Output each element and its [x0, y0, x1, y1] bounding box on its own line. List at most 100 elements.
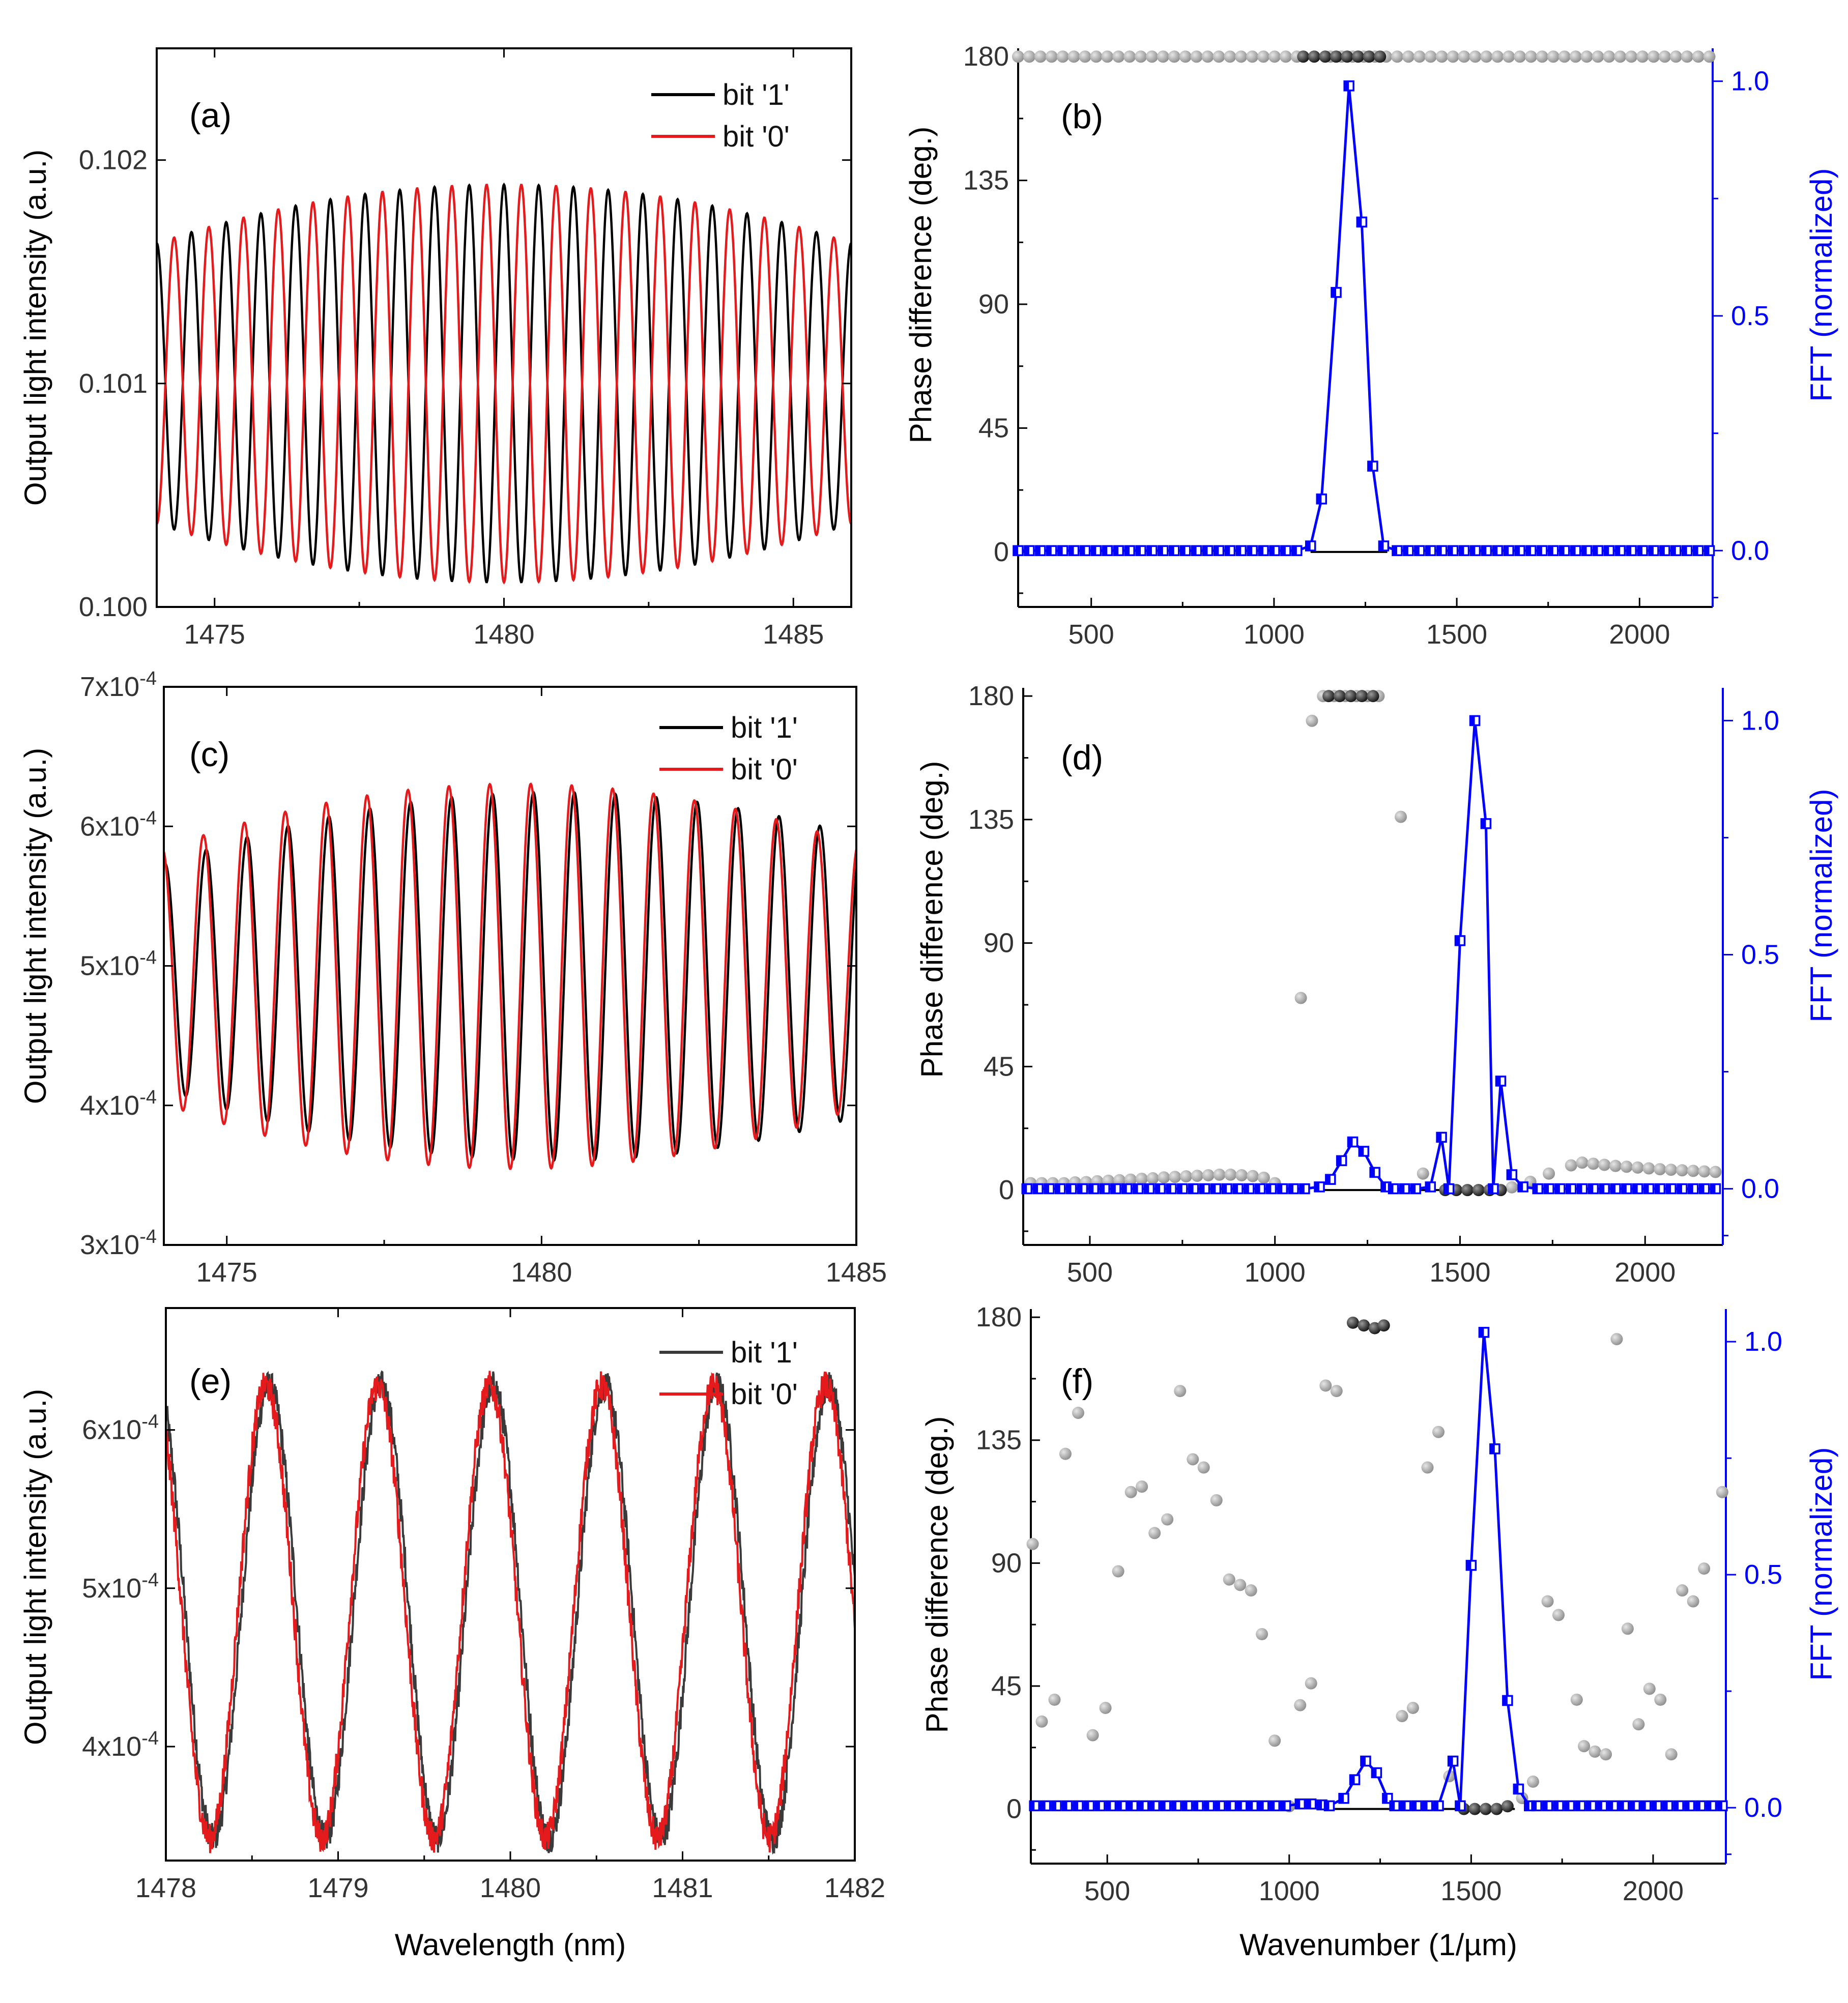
fft-point-half [1041, 1801, 1046, 1811]
legend-label: bit '0' [731, 1378, 798, 1411]
fft-point-half [1403, 546, 1408, 556]
phase-point-gray [1669, 50, 1682, 63]
x-tick-label: 1500 [1426, 619, 1487, 650]
fft-point-half [1524, 1801, 1529, 1811]
fft-point-half [1586, 1801, 1592, 1811]
phase-point-gray [1201, 50, 1214, 63]
fft-point-half [1604, 546, 1609, 556]
fft-point-half [1490, 1444, 1495, 1454]
fft-point-half [1565, 1801, 1570, 1811]
phase-point-gray [1658, 50, 1671, 63]
legend-label: bit '1' [731, 711, 798, 744]
x-tick-label: 1481 [652, 1873, 713, 1903]
phase-point-gray [1526, 1775, 1539, 1788]
phase-point-gray [1135, 50, 1147, 63]
fft-point-half [1663, 1801, 1668, 1811]
x-tick-label: 2000 [1614, 1257, 1676, 1288]
x-tick-label: 2000 [1609, 619, 1670, 650]
phase-point-gray [1113, 1174, 1126, 1186]
phase-point-gray [1569, 50, 1582, 63]
fft-point-half [1479, 1327, 1484, 1337]
fft-point-half [1455, 1801, 1460, 1811]
phase-point-black [1341, 50, 1353, 63]
x-tick-label: 1480 [480, 1873, 541, 1903]
fft-point-half [1368, 461, 1373, 471]
phase-point-gray [1632, 1718, 1645, 1731]
y-tick-label: 0.100 [79, 592, 148, 622]
phase-point-gray [1112, 50, 1125, 63]
phase-point-gray [1124, 1173, 1137, 1186]
y-axis-title: Phase difference (deg.) [920, 1416, 954, 1733]
fft-point-half [1306, 1799, 1311, 1809]
fft-point-half [1566, 1184, 1571, 1194]
fft-point-half [1619, 1801, 1624, 1811]
fft-point-half [1677, 1184, 1682, 1194]
fft-point-half [1526, 546, 1531, 556]
panel-b: 500 1000 1500 2000 0 45 90 135 180 0.0 0.5 1.0 (b) Ph… [904, 41, 1838, 650]
phase-point-black [1377, 1319, 1390, 1332]
fft-point-half [1033, 1184, 1038, 1194]
fft-point-half [1069, 546, 1074, 556]
phase-point-black [1468, 1803, 1481, 1815]
fft-point-half [1156, 1184, 1161, 1194]
fft-point-half [1414, 546, 1420, 556]
phase-point-black [1501, 1800, 1514, 1813]
phase-point-gray [1547, 50, 1560, 63]
fft-point-half [1348, 1137, 1353, 1147]
phase-point-gray [1213, 1168, 1226, 1181]
x-tick-label: 500 [1084, 1876, 1130, 1906]
y-tick-label: 0.101 [79, 368, 148, 399]
phase-point-gray [1417, 1167, 1429, 1180]
fft-point-half [1306, 541, 1311, 551]
fft-point-half [1103, 546, 1108, 556]
phase-point-gray [1402, 50, 1414, 63]
fft-point-half [1711, 1184, 1716, 1194]
fft-point-half [1493, 546, 1498, 556]
fft-point-half [1361, 1756, 1366, 1766]
fft-point-half [1401, 1801, 1406, 1811]
phase-point-gray [1698, 1562, 1711, 1575]
phase-point-gray [1578, 1740, 1591, 1753]
x-tick-label: 1485 [826, 1257, 887, 1288]
phase-point-gray [1223, 1573, 1235, 1586]
fft-point-half [1278, 1184, 1283, 1194]
fft-point-half [1317, 1800, 1322, 1810]
phase-point-gray [1435, 50, 1448, 63]
y-tick-label: 0 [999, 1175, 1014, 1205]
phase-point-gray [1090, 50, 1103, 63]
phase-point-gray [1210, 1494, 1223, 1506]
panel-f: 500 1000 1500 2000 0 45 90 135 180 0.0 0.5 1.0 (f) Ph… [920, 1302, 1838, 1962]
fft-point-half [1600, 1184, 1605, 1194]
phase-point-gray [1035, 1715, 1048, 1728]
phase-point-gray [1676, 1164, 1688, 1177]
phase-point-gray [1396, 1710, 1408, 1723]
x-tick-label: 1475 [184, 619, 245, 650]
x-tick-label: 1500 [1429, 1257, 1490, 1288]
fft-point-half [1589, 1184, 1594, 1194]
fft-point-half [1030, 1801, 1035, 1811]
phase-point-gray [1135, 1173, 1148, 1185]
fft-point-half [1158, 546, 1163, 556]
phase-point-gray [1643, 1682, 1656, 1695]
phase-point-gray [1023, 50, 1035, 63]
fft-point-half [1332, 287, 1337, 297]
fft-point-half [1114, 546, 1119, 556]
fft-point-half [1503, 1696, 1508, 1705]
fft-point-half [1537, 546, 1542, 556]
fft-point-half [1014, 546, 1018, 556]
fft-point-half [1693, 546, 1698, 556]
series-bit0-line [157, 184, 851, 585]
phase-point-gray [1620, 1160, 1633, 1173]
x-tick-label: 1485 [763, 619, 824, 650]
fft-point-half [1459, 546, 1464, 556]
phase-point-gray [1665, 1748, 1678, 1761]
phase-point-gray [1212, 50, 1225, 63]
series-bit1-line [157, 182, 851, 584]
y2-tick-label: 0.0 [1731, 535, 1769, 566]
fft-point-half [1674, 1801, 1679, 1811]
phase-point-gray [1716, 1486, 1728, 1498]
phase-point-black [1363, 50, 1375, 63]
phase-point-gray [1665, 1164, 1678, 1176]
y-tick-label: 0 [994, 537, 1009, 567]
x-tick-label: 1500 [1440, 1876, 1501, 1906]
